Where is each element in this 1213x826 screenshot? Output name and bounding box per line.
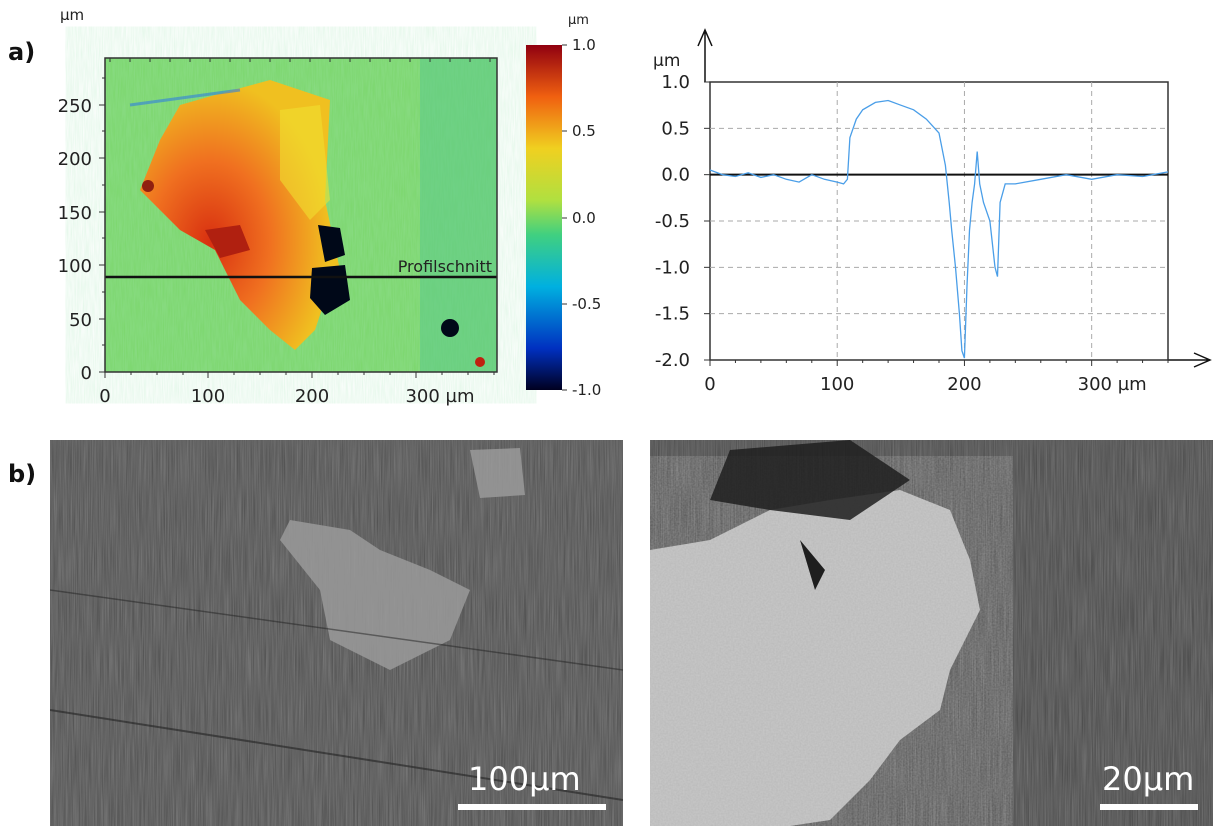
colorbar-tick-label: 1.0 <box>572 36 596 54</box>
colorbar-tick-label: -1.0 <box>572 381 601 399</box>
profile-x-tick-labels: 0 100 200 300 µm <box>704 374 1146 395</box>
x-tick-label: 200 <box>947 374 981 395</box>
x-tick-label: 0 <box>99 386 110 407</box>
y-tick-label: 0 <box>81 363 92 384</box>
y-tick-label: -1.0 <box>655 257 690 278</box>
colorbar <box>526 45 562 390</box>
y-axis-arrow-icon <box>697 28 713 82</box>
heightmap-x-tick-labels: 0 100 200 300 µm <box>99 386 474 407</box>
colorbar-tick-label: -0.5 <box>572 295 601 313</box>
colorbar-tick-labels: 1.0 0.5 0.0 -0.5 -1.0 <box>572 36 601 399</box>
colorbar-unit: µm <box>568 13 589 28</box>
y-tick-label: 250 <box>58 96 92 117</box>
y-tick-label: 0.5 <box>661 118 690 139</box>
sem-texture-right <box>650 440 1213 826</box>
x-tick-label: 100 <box>820 374 854 395</box>
y-tick-label: 1.0 <box>661 72 690 93</box>
x-tick-label: 300 µm <box>1078 374 1147 395</box>
y-tick-label: 50 <box>69 310 92 331</box>
profile-y-tick-labels: 1.0 0.5 0.0 -0.5 -1.0 -1.5 -2.0 <box>655 72 690 371</box>
y-tick-label: -2.0 <box>655 350 690 371</box>
scale-bar-left <box>458 804 606 810</box>
y-tick-label: 100 <box>58 256 92 277</box>
scale-bar-label-left: 100µm <box>468 760 581 798</box>
heightmap-image <box>105 58 497 372</box>
sem-image-left: 100µm <box>50 440 623 826</box>
heightmap-y-tick-labels: 0 50 100 150 200 250 <box>58 96 92 384</box>
y-tick-label: 150 <box>58 203 92 224</box>
x-tick-label: 300 µm <box>405 386 474 407</box>
sem-image-right: 20µm <box>650 440 1213 826</box>
x-tick-label: 100 <box>191 386 225 407</box>
sem-texture-left <box>50 440 623 826</box>
grid <box>710 82 1168 360</box>
x-axis-arrow-icon <box>1168 352 1212 368</box>
x-tick-label: 0 <box>704 374 715 395</box>
heightmap-y-unit: µm <box>60 6 84 24</box>
heightmap-axis-ticks <box>99 58 495 378</box>
colorbar-tick-label: 0.5 <box>572 122 596 140</box>
panel-label-b: b) <box>8 460 37 488</box>
scale-bar-right <box>1100 804 1198 810</box>
profile-tick-marks <box>704 81 1169 366</box>
y-tick-label: 0.0 <box>661 165 690 186</box>
profile-chart: µm 1.0 0.5 0.0 -0.5 -1.0 -1.5 -2.0 0 100… <box>653 28 1212 395</box>
profile-label: Profilschnitt <box>398 257 492 276</box>
panel-label-a: a) <box>8 38 36 66</box>
profile-y-unit: µm <box>653 51 680 71</box>
y-tick-label: 200 <box>58 149 92 170</box>
y-tick-label: -0.5 <box>655 211 690 232</box>
x-tick-label: 200 <box>295 386 329 407</box>
scale-bar-label-right: 20µm <box>1102 760 1195 798</box>
series-line <box>709 99 1169 359</box>
heightmap-figure: Profilschnitt µm 0 50 100 150 200 250 0 … <box>58 6 602 407</box>
colorbar-tick-label: 0.0 <box>572 209 596 227</box>
y-tick-label: -1.5 <box>655 304 690 325</box>
